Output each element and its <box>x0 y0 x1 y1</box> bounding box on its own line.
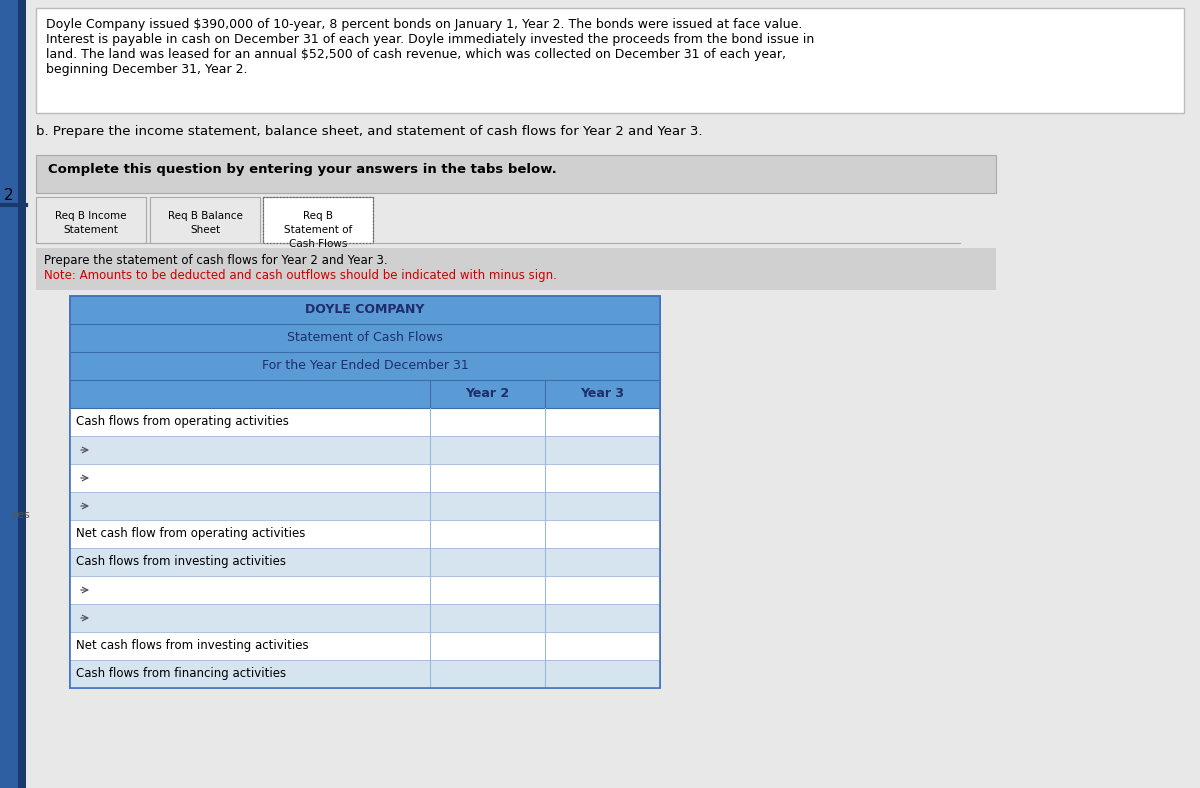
Text: 2: 2 <box>4 188 13 203</box>
Text: ces: ces <box>11 510 30 520</box>
Bar <box>70 576 660 604</box>
Bar <box>70 604 660 632</box>
Text: Note: Amounts to be deducted and cash outflows should be indicated with minus si: Note: Amounts to be deducted and cash ou… <box>44 269 557 282</box>
Bar <box>70 464 660 492</box>
Bar <box>70 296 660 324</box>
Bar <box>70 520 660 548</box>
Text: Year 2: Year 2 <box>466 387 510 400</box>
Text: Cash flows from investing activities: Cash flows from investing activities <box>76 555 286 568</box>
Text: For the Year Ended December 31: For the Year Ended December 31 <box>262 359 468 372</box>
Bar <box>150 197 260 243</box>
Bar <box>18 0 26 788</box>
Bar <box>70 548 660 576</box>
Text: Cash flows from financing activities: Cash flows from financing activities <box>76 667 286 680</box>
Bar <box>36 197 146 243</box>
Text: Net cash flow from operating activities: Net cash flow from operating activities <box>76 527 305 540</box>
Text: Complete this question by entering your answers in the tabs below.: Complete this question by entering your … <box>48 163 557 176</box>
Text: Statement of: Statement of <box>284 225 352 235</box>
Bar <box>70 324 660 352</box>
Text: b. Prepare the income statement, balance sheet, and statement of cash flows for : b. Prepare the income statement, balance… <box>36 125 702 138</box>
Text: Cash flows from operating activities: Cash flows from operating activities <box>76 415 289 428</box>
Bar <box>70 492 660 520</box>
Text: Doyle Company issued $390,000 of 10-year, 8 percent bonds on January 1, Year 2. : Doyle Company issued $390,000 of 10-year… <box>46 18 815 76</box>
Bar <box>70 660 660 688</box>
Text: Sheet: Sheet <box>190 225 220 235</box>
Text: Statement of Cash Flows: Statement of Cash Flows <box>287 331 443 344</box>
Bar <box>70 380 660 408</box>
Text: Prepare the statement of cash flows for Year 2 and Year 3.: Prepare the statement of cash flows for … <box>44 254 388 267</box>
Text: DOYLE COMPANY: DOYLE COMPANY <box>305 303 425 316</box>
Bar <box>263 197 373 243</box>
Bar <box>70 632 660 660</box>
Text: Req B: Req B <box>302 211 334 221</box>
Bar <box>70 296 660 688</box>
Bar <box>70 408 660 436</box>
Text: Cash Flows: Cash Flows <box>289 239 347 249</box>
Text: Req B Income: Req B Income <box>55 211 127 221</box>
Bar <box>0 0 18 788</box>
Text: Statement: Statement <box>64 225 119 235</box>
Bar <box>36 8 1184 113</box>
Text: Year 3: Year 3 <box>581 387 624 400</box>
Bar <box>70 352 660 380</box>
Bar <box>70 296 660 688</box>
Bar <box>36 248 996 290</box>
Bar <box>70 436 660 464</box>
Text: Net cash flows from investing activities: Net cash flows from investing activities <box>76 639 308 652</box>
Text: Req B Balance: Req B Balance <box>168 211 242 221</box>
Bar <box>36 155 996 193</box>
